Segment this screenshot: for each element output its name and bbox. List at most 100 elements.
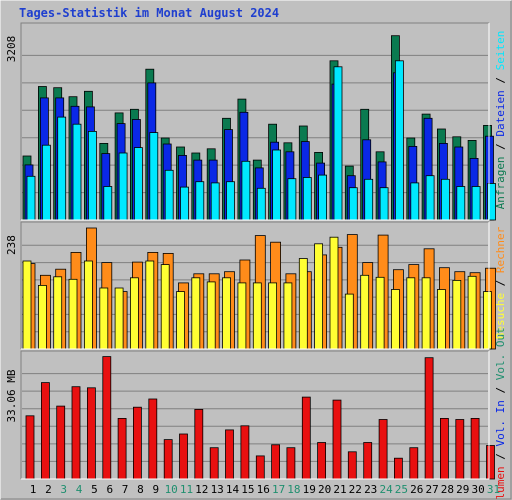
x-tick-label: 10 <box>165 483 178 496</box>
bar-seiten-day-22 <box>348 187 358 221</box>
bar-seiten-day-3 <box>57 116 67 221</box>
bar-rechner-day-7 <box>114 287 124 350</box>
x-tick-label: 9 <box>152 483 159 496</box>
legend-top: Anfragen / Dateien / Seiten <box>494 31 507 210</box>
x-tick-label: 31 <box>487 483 500 496</box>
bar-rechner-day-12 <box>191 277 201 350</box>
bar-rechner-day-13 <box>206 281 216 350</box>
bar-seiten-day-30 <box>471 186 481 221</box>
bar-seiten-day-12 <box>195 181 205 221</box>
bar-seiten-day-15 <box>241 160 251 221</box>
bar-volumen-day-18 <box>286 447 296 480</box>
bar-seiten-day-20 <box>318 174 328 221</box>
x-tick-label: 26 <box>410 483 423 496</box>
bar-volumen-day-17 <box>271 444 281 480</box>
bar-seiten-day-24 <box>379 187 389 221</box>
x-tick-label: 28 <box>441 483 454 496</box>
bar-rechner-day-18 <box>283 282 293 350</box>
bar-rechner-day-26 <box>406 277 416 350</box>
bar-volumen-day-6 <box>102 356 112 480</box>
y-max-label: 3208 <box>5 36 18 63</box>
x-tick-label: 11 <box>180 483 193 496</box>
x-tick-label: 12 <box>195 483 208 496</box>
bar-volumen-day-13 <box>209 447 219 480</box>
bar-volumen-day-25 <box>393 457 403 480</box>
bar-rechner-day-25 <box>390 289 400 350</box>
legend-separator: / <box>494 137 507 157</box>
bar-seiten-day-17 <box>272 149 282 221</box>
bar-volumen-day-14 <box>225 429 234 480</box>
bar-seiten-day-19 <box>302 177 312 221</box>
bar-rechner-day-17 <box>268 282 278 350</box>
bar-volumen-day-11 <box>179 433 188 480</box>
bar-volumen-day-2 <box>41 382 50 480</box>
bar-rechner-day-14 <box>222 277 231 350</box>
bar-seiten-day-5 <box>88 130 97 221</box>
legend-separator: / <box>494 380 507 400</box>
bar-rechner-day-30 <box>467 275 477 350</box>
x-tick-label: 6 <box>106 483 113 496</box>
x-tick-label: 1 <box>30 483 37 496</box>
bar-seiten-day-2 <box>42 144 51 221</box>
y-max-label: 238 <box>5 235 18 255</box>
bar-volumen-day-7 <box>117 417 127 480</box>
x-tick-label: 25 <box>395 483 408 496</box>
bar-volumen-day-27 <box>424 357 434 480</box>
legend-item-anfragen: Anfragen <box>494 156 507 209</box>
bar-seiten-day-26 <box>410 182 420 221</box>
x-tick-label: 21 <box>333 483 346 496</box>
bar-volumen-day-31 <box>486 445 495 480</box>
bar-volumen-day-19 <box>301 396 311 480</box>
bar-seiten-day-11 <box>180 186 189 221</box>
bar-rechner-day-24 <box>375 276 385 350</box>
bar-volumen-day-3 <box>56 405 66 480</box>
bar-rechner-day-1 <box>22 260 32 350</box>
bar-seiten-day-10 <box>164 169 174 221</box>
bar-seiten-day-4 <box>72 123 82 221</box>
x-axis-labels: 1 2 3 4 5 6 7 8 9 10 11 12 13 14 15 16 17 18 19 20 21 22 23 24 2… <box>30 483 500 496</box>
legend-item-volumen: Volumen <box>494 466 507 500</box>
panel-volume: 33.06 MB <box>5 350 495 480</box>
bar-volumen-day-5 <box>87 387 96 480</box>
bar-rechner-day-5 <box>84 260 93 350</box>
x-tick-label: 29 <box>456 483 469 496</box>
x-tick-label: 4 <box>76 483 83 496</box>
bar-volumen-day-10 <box>163 439 173 480</box>
bar-seiten-day-16 <box>256 187 266 221</box>
bar-volumen-day-8 <box>132 406 142 480</box>
bar-volumen-day-12 <box>194 408 204 480</box>
bar-volumen-day-15 <box>240 425 250 480</box>
bar-rechner-day-28 <box>436 289 446 350</box>
bar-rechner-day-15 <box>237 282 247 350</box>
y-max-label: 33.06 MB <box>5 369 18 422</box>
legend-item-seiten: Seiten <box>494 31 507 71</box>
legend-item-dateien: Dateien <box>494 90 507 136</box>
x-tick-label: 22 <box>349 483 362 496</box>
bar-seiten-day-28 <box>440 178 450 221</box>
bar-rechner-day-29 <box>452 279 462 350</box>
chart-panels: 3208 238 33.06 MB <box>5 22 496 480</box>
x-tick-label: 19 <box>303 483 316 496</box>
bar-seiten-day-21 <box>333 66 343 221</box>
x-tick-label: 2 <box>45 483 52 496</box>
bar-volumen-day-29 <box>455 419 465 480</box>
bar-rechner-day-6 <box>99 287 109 350</box>
x-tick-label: 7 <box>122 483 129 496</box>
bar-volumen-day-24 <box>378 419 388 480</box>
panel-visits-sites: 238 <box>5 221 496 350</box>
x-tick-label: 3 <box>60 483 67 496</box>
bar-volumen-day-16 <box>255 455 265 480</box>
bar-seiten-day-14 <box>226 181 235 221</box>
x-tick-label: 27 <box>425 483 438 496</box>
x-tick-label: 23 <box>364 483 377 496</box>
legend-item-vol-in: Vol. In <box>494 400 507 446</box>
bar-rechner-day-22 <box>344 293 354 350</box>
panel-frame-light <box>21 351 490 480</box>
legend-separator: / <box>494 446 507 466</box>
bar-volumen-day-9 <box>148 398 158 480</box>
bar-seiten-day-1 <box>26 175 36 221</box>
x-tick-label: 14 <box>226 483 240 496</box>
bar-seiten-day-31 <box>487 183 496 221</box>
bar-volumen-day-1 <box>25 415 35 480</box>
